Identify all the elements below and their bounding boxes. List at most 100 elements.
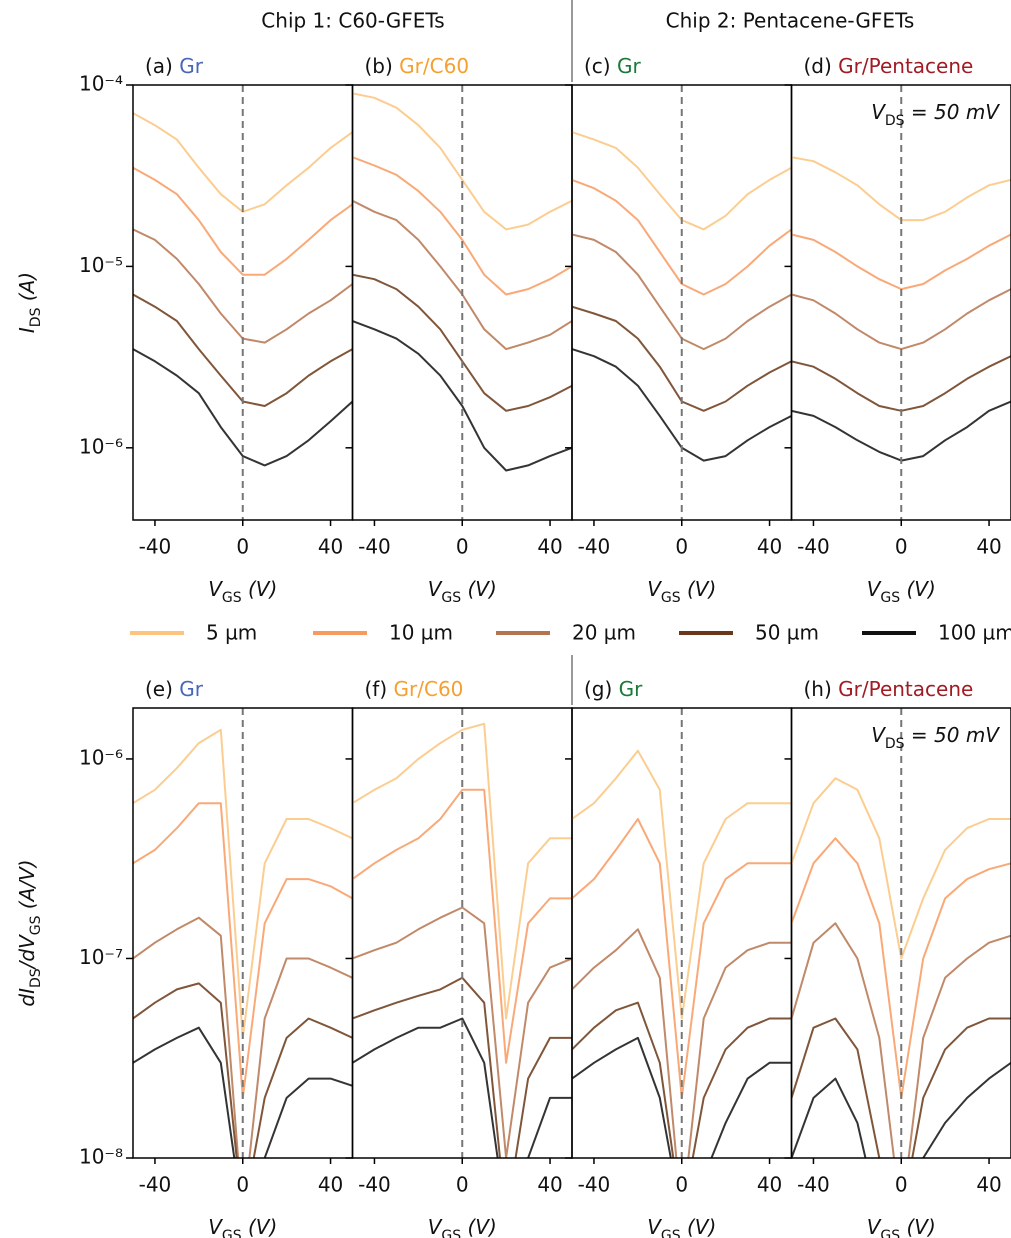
y-axis-label-part: I [15, 327, 39, 333]
x-tick-label: -40 [797, 1173, 830, 1197]
curve [791, 1061, 1011, 1158]
annotation-part: = 50 mV [905, 723, 1001, 747]
x-axis-label-part: (V) [681, 1215, 717, 1238]
legend-label: 20 µm [572, 621, 636, 645]
curves [133, 112, 353, 467]
x-axis-label-part: GS [441, 590, 461, 606]
x-tick-label: -40 [358, 535, 391, 559]
panel-letter: (h) [804, 677, 832, 701]
panel-letter: (f) [365, 677, 388, 701]
x-tick-label: 40 [537, 1173, 562, 1197]
curve [352, 1017, 572, 1158]
y-axis-label-part: (A/V) [15, 859, 39, 915]
y-axis-label-part: dI [15, 988, 39, 1007]
x-tick-label: 0 [675, 1173, 688, 1197]
panel-title: (c) Gr [584, 54, 641, 78]
curve [352, 722, 572, 1020]
curve [133, 916, 353, 1158]
panel-name: Gr/C60 [399, 54, 469, 78]
panel-letter: (b) [365, 54, 393, 78]
x-axis-label-part: V [867, 577, 882, 601]
chip-header: Chip 2: Pentacene-GFETs [666, 9, 915, 33]
x-tick-label: 0 [895, 1173, 908, 1197]
x-axis-label-part: GS [661, 590, 681, 606]
y-axis-label-part: /dV [15, 934, 39, 970]
panel-title: (e) Gr [145, 677, 204, 701]
panel-name: Gr/Pentacene [838, 677, 973, 701]
panel-letter: (c) [584, 54, 611, 78]
annotation-part: V [871, 100, 886, 124]
x-tick-label: 0 [456, 1173, 469, 1197]
x-axis-label-part: GS [441, 1228, 461, 1238]
y-axis-label-part: GS [28, 915, 44, 935]
x-axis-label-part: GS [222, 590, 242, 606]
x-tick-label: 0 [456, 535, 469, 559]
curve [352, 906, 572, 1158]
x-axis-label-part: GS [880, 1228, 900, 1238]
x-axis-label-part: V [428, 1215, 443, 1238]
panel-letter: (e) [145, 677, 173, 701]
panel-name: Gr [179, 677, 203, 701]
x-tick-label: -40 [139, 1173, 172, 1197]
panel-title: (a) Gr [145, 54, 204, 78]
annotation: VDS = 50 mV [871, 100, 1000, 130]
x-axis-label-part: V [867, 1215, 882, 1238]
x-tick-label: -40 [578, 535, 611, 559]
x-tick-label: 40 [976, 1173, 1001, 1197]
x-tick-label: 0 [236, 1173, 249, 1197]
annotation-part: = 50 mV [905, 100, 1001, 124]
y-axis-label-part: DS [28, 968, 44, 988]
x-tick-label: 40 [976, 535, 1001, 559]
x-axis-label: VGS (V) [647, 577, 716, 607]
x-axis-label-part: V [208, 577, 223, 601]
panel-letter: (g) [584, 677, 612, 701]
panel-name: Gr [619, 677, 643, 701]
panel [126, 707, 354, 1164]
x-axis-label-part: (V) [242, 577, 278, 601]
annotation-part: DS [885, 113, 905, 129]
curve [572, 749, 792, 1020]
legend-label: 5 µm [206, 621, 257, 645]
curve [133, 348, 353, 467]
legend-label: 100 µm [938, 621, 1011, 645]
chip-header: Chip 1: C60-GFETs [261, 9, 444, 33]
x-axis-label-part: GS [661, 1228, 681, 1238]
panel [345, 707, 573, 1164]
curve [133, 166, 353, 276]
panel-name: Gr [179, 54, 203, 78]
x-axis-label: VGS (V) [428, 577, 497, 607]
panel [126, 84, 354, 526]
x-axis-label-part: (V) [900, 577, 936, 601]
x-axis-label: VGS (V) [208, 577, 277, 607]
panel [784, 84, 1011, 526]
y-axis-label: dIDS/dVGS (A/V) [15, 859, 45, 1006]
panel [565, 84, 793, 526]
curves [352, 722, 572, 1158]
y-axis-label: IDS (A) [15, 272, 45, 333]
x-axis-label-part: V [208, 1215, 223, 1238]
curve [572, 1036, 792, 1158]
curve [352, 92, 572, 231]
x-axis-label-part: GS [880, 590, 900, 606]
panel-name: Gr/Pentacene [838, 54, 973, 78]
y-axis-label-part: DS [28, 307, 44, 327]
curves [572, 749, 792, 1158]
x-tick-label: 0 [236, 535, 249, 559]
curve [352, 320, 572, 472]
x-axis-label-part: (V) [461, 577, 497, 601]
panel-title: (f) Gr/C60 [365, 677, 464, 701]
curve [791, 922, 1011, 1158]
curve [791, 1017, 1011, 1158]
legend-label: 10 µm [389, 621, 453, 645]
annotation-part: V [871, 723, 886, 747]
x-axis-label-part: (V) [681, 577, 717, 601]
y-tick-label: 10⁻⁶ [79, 745, 123, 769]
curve [572, 305, 792, 412]
x-axis-label-part: V [647, 1215, 662, 1238]
panel [784, 707, 1011, 1164]
y-tick-label: 10⁻⁴ [79, 72, 123, 96]
x-axis-label-part: (V) [242, 1215, 278, 1238]
x-axis-label-part: V [647, 577, 662, 601]
x-tick-label: 40 [537, 535, 562, 559]
